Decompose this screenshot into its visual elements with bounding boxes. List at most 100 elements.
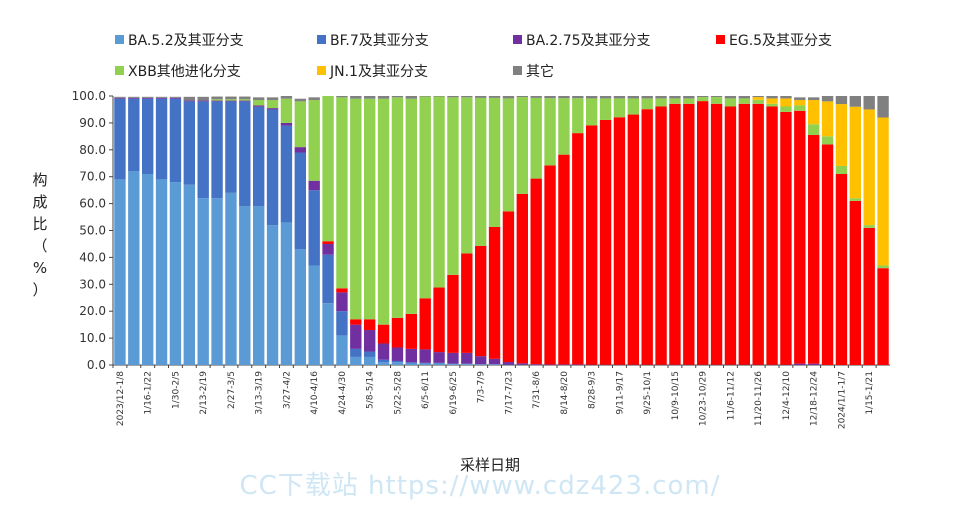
- legend-swatch: [317, 66, 326, 75]
- bar-segment: [724, 106, 737, 365]
- bar-segment: [794, 100, 806, 106]
- bar-segment: [364, 96, 376, 99]
- x-axis-title: 采样日期: [460, 456, 520, 474]
- bar-segment: [502, 211, 515, 363]
- bar-segment: [114, 96, 126, 98]
- legend-swatch: [115, 35, 124, 44]
- bar-segment: [821, 144, 834, 365]
- bar-segment: [572, 96, 584, 99]
- bar-segment: [641, 96, 653, 99]
- bar-segment: [364, 356, 376, 365]
- bar-segment: [586, 98, 598, 126]
- bar-segment: [558, 96, 570, 99]
- bar-segment: [350, 348, 362, 357]
- bar-segment: [433, 362, 445, 364]
- y-axis: 0.0 10.0 20.0 30.0 40.0 50.0 60.0 70.0 80.0 90.0 1…: [72, 89, 113, 372]
- bar-segment: [211, 96, 223, 100]
- bar-segment: [308, 97, 320, 101]
- bar-segment: [447, 352, 459, 364]
- bar-segment: [211, 100, 223, 102]
- bar-segment: [364, 351, 376, 357]
- bar-segment: [613, 117, 626, 365]
- bar-segment: [461, 363, 473, 365]
- bar-segment: [835, 96, 848, 105]
- bar-segment: [766, 98, 778, 104]
- legend-swatch: [115, 66, 124, 75]
- bar-segment: [405, 348, 417, 363]
- bar-segment: [253, 206, 265, 365]
- bar-segment: [391, 347, 404, 361]
- bar-segment: [863, 96, 875, 110]
- bar-segment: [391, 96, 404, 98]
- legend-label: EG.5及其亚分支: [729, 33, 832, 49]
- bar-segment: [280, 125, 293, 223]
- bar-segment: [377, 343, 390, 360]
- bar-segment: [225, 101, 237, 193]
- legend-label: JN.1及其亚分支: [329, 64, 428, 80]
- bar-segment: [794, 105, 806, 111]
- bar-segment: [530, 96, 542, 98]
- bar-segment: [405, 96, 417, 99]
- bar-segment: [516, 363, 528, 365]
- bar-segment: [808, 363, 820, 365]
- bar-segment: [266, 109, 279, 226]
- legend-swatch: [513, 35, 522, 44]
- bar-segment: [877, 117, 889, 266]
- bar-segment: [405, 362, 417, 364]
- bar-segment: [239, 100, 251, 102]
- bar-segment: [475, 96, 487, 98]
- legend-label: BF.7及其亚分支: [330, 33, 429, 49]
- bar-segment: [266, 225, 279, 365]
- bar-segment: [294, 98, 306, 102]
- bar-segment: [225, 192, 237, 365]
- bar-segment: [849, 106, 861, 199]
- bar-segment: [627, 114, 639, 365]
- x-tick-label: 12/18-12/24: [810, 371, 820, 426]
- bar-segment: [197, 198, 209, 365]
- bar-segment: [808, 135, 820, 364]
- bar-segment: [419, 96, 431, 97]
- bar-segment: [572, 98, 584, 134]
- y-axis-title-char: 构: [32, 171, 47, 189]
- x-tick-label: 5/8-5/14: [366, 371, 376, 409]
- bar-segment: [225, 100, 237, 102]
- bar-segment: [183, 96, 195, 101]
- bar-segment: [128, 97, 140, 99]
- bar-segment: [849, 198, 861, 201]
- bar-segment: [266, 97, 279, 101]
- x-tick-label: 9/11-9/17: [615, 371, 625, 415]
- x-tick-label: 12/4-12/10: [782, 371, 792, 421]
- bar-segment: [461, 96, 473, 98]
- bar-segment: [683, 103, 695, 365]
- bar-segment: [128, 96, 140, 98]
- bar-segment: [350, 98, 362, 320]
- y-tick-label: 60.0: [79, 197, 106, 211]
- bar-segment: [669, 96, 681, 99]
- y-axis-title-char: 比: [32, 215, 47, 233]
- x-tick-label: 1/16-1/22: [144, 371, 154, 415]
- bar-segment: [322, 96, 334, 242]
- bar-segment: [405, 313, 417, 349]
- x-axis: 2023/12-1/8 1/16-1/22 1/30-2/5 2/13-2/19 2/2…: [112, 365, 877, 429]
- bar-segment: [433, 96, 445, 97]
- x-tick-label: 2023/12-1/8: [116, 371, 126, 426]
- bar-segment: [239, 96, 251, 100]
- bar-segment: [475, 97, 487, 246]
- bar-segment: [322, 254, 334, 304]
- bar-segment: [239, 206, 251, 365]
- bar-segment: [377, 96, 390, 99]
- y-axis-title-char: （: [32, 237, 47, 255]
- bar-segment: [794, 363, 806, 365]
- legend-swatch: [716, 35, 725, 44]
- x-tick-label: 8/28-9/3: [588, 371, 598, 409]
- y-axis-title: 构成比 （% ）: [32, 171, 47, 299]
- bar-segment: [377, 324, 390, 344]
- bar-segment: [169, 98, 182, 183]
- bar-segment: [322, 241, 334, 244]
- bar-segment: [155, 98, 168, 180]
- bar-segment: [419, 96, 431, 299]
- bar-segment: [280, 96, 293, 99]
- bar-segment: [447, 363, 459, 365]
- bar-segment: [572, 133, 584, 365]
- x-tick-label: 11/6-11/12: [726, 371, 736, 420]
